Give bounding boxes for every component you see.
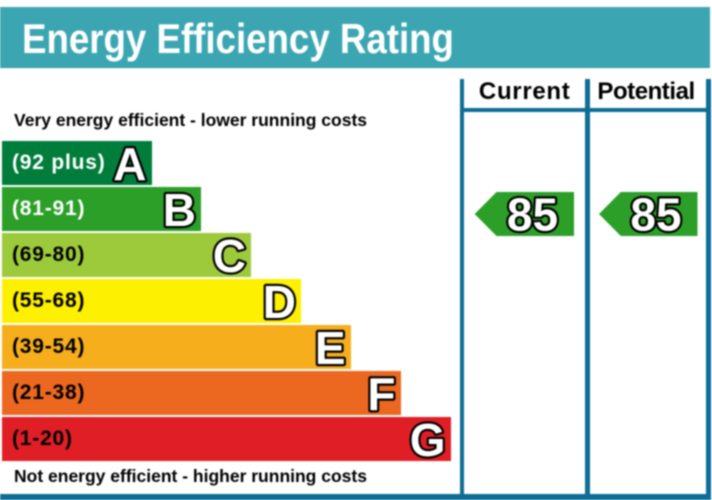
- svg-text:G: G: [410, 414, 446, 466]
- svg-text:F: F: [367, 368, 395, 420]
- svg-text:85: 85: [630, 189, 681, 241]
- svg-text:A: A: [113, 138, 146, 190]
- svg-text:C: C: [213, 230, 246, 282]
- svg-text:85: 85: [507, 189, 558, 241]
- svg-text:D: D: [263, 276, 296, 328]
- svg-text:B: B: [163, 184, 196, 236]
- svg-text:E: E: [315, 322, 346, 374]
